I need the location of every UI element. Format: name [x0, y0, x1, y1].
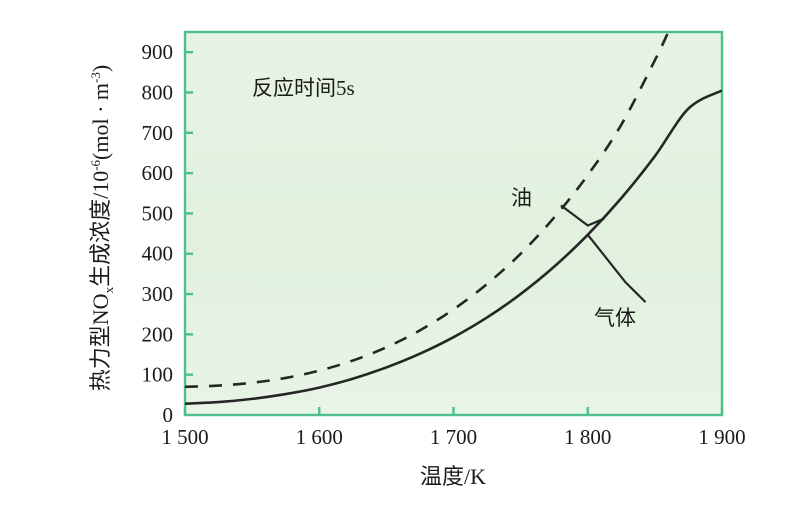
series-label-gas: 气体 [594, 306, 636, 330]
y-tick-label: 300 [142, 282, 174, 306]
y-axis-ticks [185, 50, 193, 376]
series-label-oil: 油 [511, 186, 532, 210]
series-line-gas [185, 89, 722, 406]
plot-area-background [185, 32, 722, 415]
x-axis-tick-labels: 1 500 1 600 1 700 1 800 1 900 [161, 425, 745, 449]
y-axis-title: 热力型NOx生成浓度/10-6(mol · m-3) [88, 65, 116, 391]
oil-label-leader-line [560, 204, 605, 227]
x-axis-title: 温度/K [420, 464, 486, 489]
y-tick-label: 700 [142, 121, 174, 145]
gas-label-leader-line [586, 234, 647, 303]
series-line-oil [185, 32, 670, 389]
y-tick-label: 0 [163, 403, 174, 427]
plot-frame [183, 30, 724, 417]
x-tick-label: 1 700 [430, 425, 477, 449]
y-tick-label: 400 [142, 242, 174, 266]
y-tick-label: 100 [142, 363, 174, 387]
x-tick-label: 1 500 [161, 425, 208, 449]
x-tick-label: 1 900 [698, 425, 745, 449]
y-tick-label: 200 [142, 322, 174, 346]
reaction-time-annotation: 反应时间5s [252, 76, 355, 100]
y-tick-label: 500 [142, 201, 174, 225]
svg-text:热力型NOx生成浓度/10-6(mol · m-3): 热力型NOx生成浓度/10-6(mol · m-3) [88, 65, 116, 391]
x-tick-label: 1 600 [296, 425, 343, 449]
x-tick-label: 1 800 [564, 425, 611, 449]
y-axis-tick-labels: 0 100 200 300 400 500 600 700 800 900 [142, 40, 174, 427]
y-tick-label: 600 [142, 161, 174, 185]
y-tick-label: 800 [142, 80, 174, 104]
y-tick-label: 900 [142, 40, 174, 64]
